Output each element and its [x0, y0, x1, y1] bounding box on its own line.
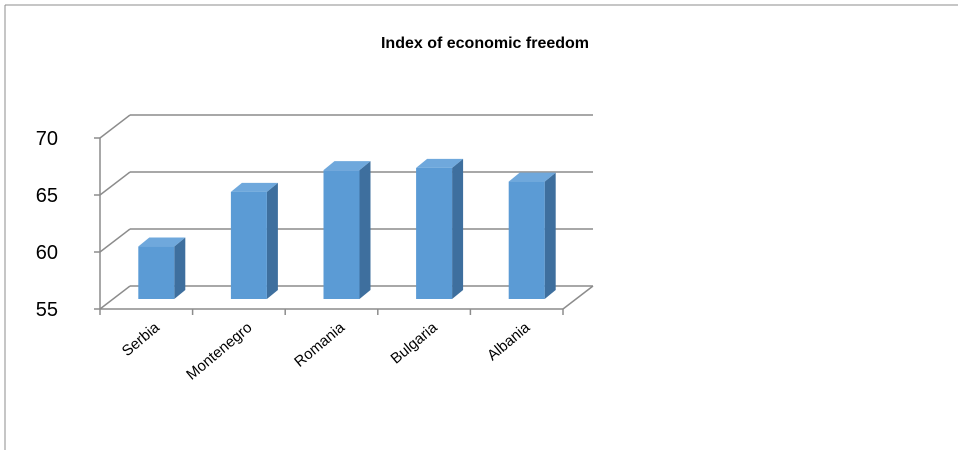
gridline-diagonal — [99, 228, 131, 253]
bar-side — [544, 172, 556, 299]
y-tick-label: 55 — [36, 299, 58, 321]
bar-top — [323, 161, 371, 171]
bar-top — [416, 158, 464, 168]
x-tick-label: Montenegro — [183, 319, 255, 383]
bar — [230, 191, 267, 299]
gridline-diagonal — [99, 171, 131, 196]
bar-side — [452, 158, 464, 299]
bar-side — [266, 182, 278, 299]
x-tick-label: Bulgaria — [388, 319, 442, 368]
x-tick-label: Romania — [291, 319, 348, 371]
gridline-diagonal — [99, 114, 131, 139]
axis-layer — [94, 137, 594, 315]
bars-layer — [138, 158, 556, 299]
x-tick-label: Serbia — [119, 319, 164, 360]
y-tick-label: 65 — [36, 185, 58, 207]
x-tick-label: Albania — [484, 319, 534, 365]
bar — [138, 246, 175, 299]
bar-top — [230, 182, 278, 192]
bar — [323, 170, 360, 299]
chart-title: Index of economic freedom — [381, 35, 589, 52]
floor-right-edge — [562, 285, 594, 310]
bar-side — [174, 237, 186, 299]
bar-top — [138, 237, 186, 247]
bar — [416, 167, 453, 299]
y-tick-label: 60 — [36, 242, 58, 264]
gridline-diagonal — [99, 285, 131, 310]
bar-top — [508, 172, 556, 182]
bar-side — [359, 161, 371, 299]
bar — [508, 181, 545, 299]
y-tick-label: 70 — [36, 128, 58, 150]
